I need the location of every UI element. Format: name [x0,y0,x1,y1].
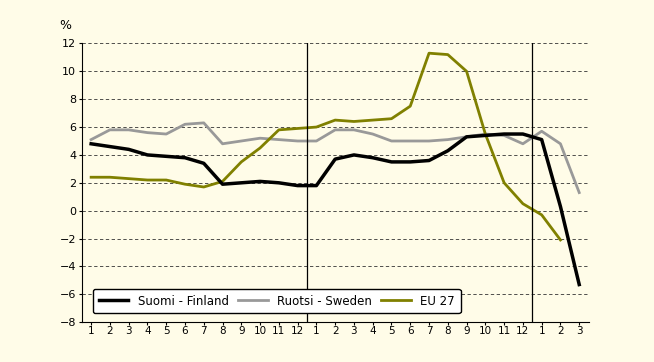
Ruotsi - Sweden [388,139,396,143]
Suomi - Finland [256,179,264,184]
Ruotsi - Sweden [87,138,95,142]
Legend: Suomi - Finland, Ruotsi - Sweden, EU 27: Suomi - Finland, Ruotsi - Sweden, EU 27 [93,289,461,313]
EU 27 [200,185,208,189]
Suomi - Finland [500,132,508,136]
Ruotsi - Sweden [275,138,283,142]
Suomi - Finland [388,160,396,164]
Line: Suomi - Finland: Suomi - Finland [91,134,579,285]
Ruotsi - Sweden [519,142,527,146]
Suomi - Finland [462,135,470,139]
Suomi - Finland [237,181,245,185]
EU 27 [125,176,133,181]
Suomi - Finland [294,184,301,188]
Ruotsi - Sweden [218,142,226,146]
Ruotsi - Sweden [462,135,470,139]
Ruotsi - Sweden [500,133,508,138]
Suomi - Finland [200,161,208,165]
Ruotsi - Sweden [425,139,433,143]
Suomi - Finland [350,153,358,157]
EU 27 [388,117,396,121]
Ruotsi - Sweden [444,138,452,142]
Suomi - Finland [538,138,545,142]
Ruotsi - Sweden [125,128,133,132]
Text: %: % [59,19,71,32]
EU 27 [87,175,95,180]
Suomi - Finland [406,160,414,164]
Suomi - Finland [87,142,95,146]
Ruotsi - Sweden [106,128,114,132]
Suomi - Finland [106,144,114,149]
EU 27 [406,104,414,108]
Ruotsi - Sweden [294,139,301,143]
EU 27 [500,181,508,185]
Suomi - Finland [576,282,583,287]
Suomi - Finland [275,181,283,185]
Ruotsi - Sweden [181,122,189,126]
Ruotsi - Sweden [313,139,320,143]
Suomi - Finland [313,184,320,188]
EU 27 [369,118,377,122]
Suomi - Finland [425,158,433,163]
EU 27 [481,132,489,136]
Ruotsi - Sweden [143,130,151,135]
Ruotsi - Sweden [350,128,358,132]
Suomi - Finland [125,147,133,152]
Line: EU 27: EU 27 [91,53,560,240]
Suomi - Finland [481,133,489,138]
EU 27 [557,238,564,242]
EU 27 [237,160,245,164]
Suomi - Finland [162,154,170,159]
Suomi - Finland [557,204,564,209]
Ruotsi - Sweden [162,132,170,136]
Suomi - Finland [332,157,339,161]
EU 27 [462,69,470,73]
EU 27 [350,119,358,124]
Ruotsi - Sweden [538,129,545,134]
Suomi - Finland [519,132,527,136]
EU 27 [143,178,151,182]
EU 27 [425,51,433,55]
EU 27 [106,175,114,180]
Suomi - Finland [218,182,226,186]
Ruotsi - Sweden [406,139,414,143]
Suomi - Finland [444,148,452,153]
Ruotsi - Sweden [481,132,489,136]
EU 27 [181,182,189,186]
Ruotsi - Sweden [557,142,564,146]
Ruotsi - Sweden [200,121,208,125]
Ruotsi - Sweden [256,136,264,140]
EU 27 [218,179,226,184]
Suomi - Finland [369,156,377,160]
EU 27 [519,202,527,206]
Ruotsi - Sweden [237,139,245,143]
Ruotsi - Sweden [332,128,339,132]
EU 27 [275,128,283,132]
Suomi - Finland [181,156,189,160]
EU 27 [444,52,452,57]
EU 27 [538,213,545,217]
EU 27 [313,125,320,129]
EU 27 [162,178,170,182]
Ruotsi - Sweden [369,132,377,136]
Suomi - Finland [143,153,151,157]
Line: Ruotsi - Sweden: Ruotsi - Sweden [91,123,579,193]
EU 27 [256,146,264,150]
EU 27 [332,118,339,122]
Ruotsi - Sweden [576,190,583,195]
EU 27 [294,126,301,131]
